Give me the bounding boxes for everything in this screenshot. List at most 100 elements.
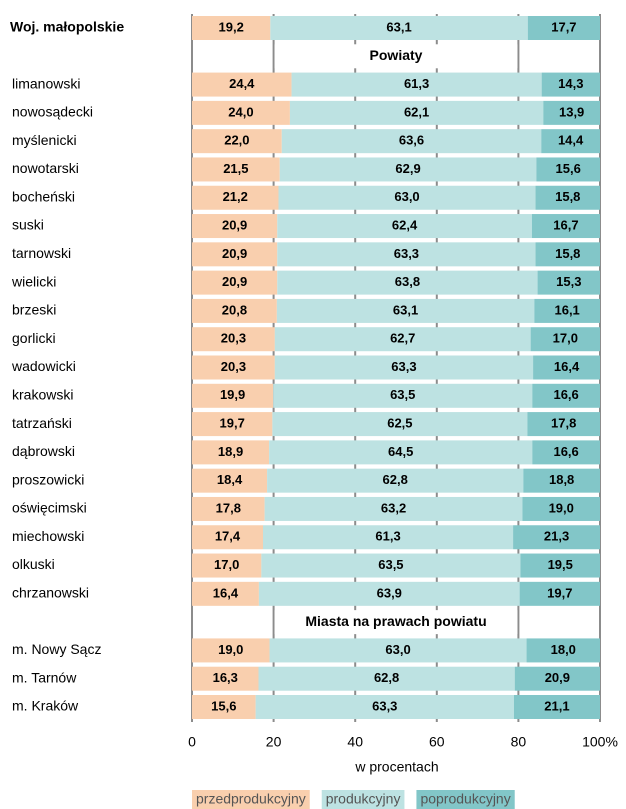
bar-segment <box>522 496 600 521</box>
bar-segment <box>277 270 538 295</box>
bar-segment <box>192 298 277 323</box>
value-label: 18,9 <box>218 444 243 459</box>
bar-segment <box>543 100 600 125</box>
bar-segment <box>278 185 536 210</box>
y-tick-label: wadowicki <box>11 358 76 374</box>
bar-segment <box>513 525 600 550</box>
bar-segment <box>269 440 533 465</box>
bar-segment <box>534 298 600 323</box>
value-label: 63,6 <box>399 133 424 148</box>
bar-segment <box>279 157 537 182</box>
bar-segment <box>192 581 259 606</box>
bar-segment <box>192 525 263 550</box>
bar-segment <box>258 666 515 691</box>
value-label: 62,8 <box>383 472 408 487</box>
value-label: 17,7 <box>551 19 576 34</box>
bar-segment <box>192 355 275 380</box>
value-label: 63,3 <box>372 698 397 713</box>
x-tick-label: 0 <box>188 734 196 750</box>
y-tick-label: nowosądecki <box>12 104 93 120</box>
bar-segment <box>255 695 514 719</box>
bar-segment <box>281 129 542 154</box>
bar-segment <box>192 157 280 182</box>
value-label: 61,3 <box>375 529 400 544</box>
y-tick-label: wielicki <box>11 273 56 289</box>
value-label: 62,9 <box>395 161 420 176</box>
value-label: 17,8 <box>216 500 241 515</box>
bar-segment <box>192 242 278 267</box>
value-label: 20,3 <box>221 359 246 374</box>
bar-segment <box>527 412 600 437</box>
bar-segment <box>536 157 600 182</box>
value-label: 14,3 <box>558 76 583 91</box>
value-label: 15,3 <box>556 274 581 289</box>
value-label: 63,3 <box>391 359 416 374</box>
bar-segment <box>530 327 600 352</box>
value-label: 20,9 <box>222 274 247 289</box>
x-tick-label: 40 <box>347 734 363 750</box>
value-label: 63,1 <box>386 19 411 34</box>
bar-segment <box>513 695 600 719</box>
bar-segment <box>291 72 542 97</box>
x-axis-label: w procentach <box>354 759 438 775</box>
legend-swatch <box>416 790 515 809</box>
value-label: 63,5 <box>390 387 415 402</box>
bar-segment <box>192 185 279 210</box>
bar-segment <box>277 214 532 239</box>
y-tick-label: nowotarski <box>12 160 79 176</box>
value-label: 15,8 <box>555 189 580 204</box>
value-label: 15,8 <box>555 246 580 261</box>
bar-segment <box>267 468 524 493</box>
value-label: 61,3 <box>404 76 429 91</box>
bar-segment <box>192 666 259 691</box>
y-tick-label: myślenicki <box>12 132 77 148</box>
bar-segment <box>541 129 600 154</box>
legend-swatch <box>321 790 405 809</box>
value-label: 62,7 <box>390 331 415 346</box>
legend-label: produkcyjny <box>326 791 401 807</box>
value-label: 63,8 <box>395 274 420 289</box>
section-band <box>274 610 518 635</box>
bar-segment <box>192 16 271 40</box>
bar-segment <box>526 638 600 663</box>
bar-segment <box>277 242 536 267</box>
value-label: 63,5 <box>378 557 403 572</box>
bar-segment <box>272 412 528 437</box>
legend-swatch <box>192 790 310 809</box>
y-tick-label: brzeski <box>12 302 56 318</box>
y-tick-label: gorlicki <box>12 330 56 346</box>
bar-segment <box>192 468 268 493</box>
bar-segment <box>192 100 290 125</box>
bar-segment <box>192 327 275 352</box>
y-tick-label: tatrzański <box>12 415 72 431</box>
x-tick-label: 60 <box>429 734 445 750</box>
bar-segment <box>270 16 528 40</box>
bar-segment <box>192 270 278 295</box>
value-label: 19,2 <box>219 19 244 34</box>
bar-segment <box>532 440 600 465</box>
x-tick-label: 100% <box>582 734 618 750</box>
value-label: 63,0 <box>385 642 410 657</box>
value-label: 20,9 <box>222 246 247 261</box>
x-tick-label: 20 <box>266 734 282 750</box>
value-label: 62,4 <box>392 217 418 232</box>
value-label: 19,0 <box>549 500 574 515</box>
bar-segment <box>289 100 544 125</box>
bar-segment <box>523 468 600 493</box>
value-label: 20,8 <box>222 302 247 317</box>
section-band <box>274 44 518 69</box>
value-label: 20,9 <box>222 217 247 232</box>
value-label: 16,4 <box>213 585 239 600</box>
value-label: 13,9 <box>559 104 584 119</box>
bar-segment <box>514 666 600 691</box>
value-label: 18,0 <box>551 642 576 657</box>
value-label: 18,4 <box>217 472 243 487</box>
value-label: 64,5 <box>388 444 413 459</box>
bar-segment <box>192 553 262 578</box>
section-label: Powiaty <box>370 47 423 63</box>
bar-segment <box>527 16 600 40</box>
value-label: 62,8 <box>374 670 399 685</box>
value-label: 15,6 <box>556 161 581 176</box>
bar-segment <box>262 525 514 550</box>
bar-segment <box>192 383 274 408</box>
